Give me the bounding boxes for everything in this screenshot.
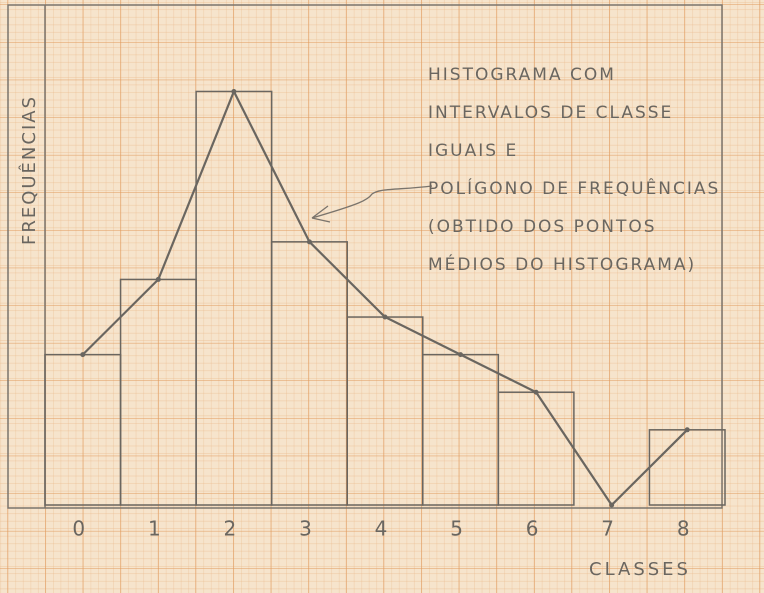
annotation-line: (OBTIDO DOS PONTOS <box>428 217 657 237</box>
polygon-vertex <box>684 427 690 433</box>
arrow <box>311 185 433 223</box>
x-axis-label: CLASSES <box>589 559 691 580</box>
polygon-vertex <box>155 276 161 282</box>
x-tick-label: 6 <box>526 517 539 541</box>
polygon-vertex <box>533 389 539 395</box>
x-tick-label: 0 <box>72 517 85 541</box>
annotation-line: IGUAIS E <box>428 141 518 161</box>
polygon-vertex <box>609 502 615 508</box>
polygon-vertex <box>382 314 388 320</box>
polygon-vertex <box>231 88 237 94</box>
x-tick-label: 3 <box>299 517 312 541</box>
x-tick-label: 1 <box>148 517 161 541</box>
annotation-line: MÉDIOS DO HISTOGRAMA) <box>428 253 696 275</box>
annotation-line: POLÍGONO DE FREQUÊNCIAS <box>428 177 720 199</box>
annotation-line: HISTOGRAMA COM <box>428 65 616 85</box>
x-tick-label: 2 <box>224 517 237 541</box>
x-tick-label: 5 <box>450 517 463 541</box>
polygon-vertex <box>80 352 86 358</box>
polygon-vertex <box>306 239 312 245</box>
polygon-vertex <box>458 352 464 358</box>
frame <box>7 4 723 509</box>
x-tick-label: 8 <box>677 517 690 541</box>
y-axis-label: FREQUÊNCIAS <box>18 95 40 245</box>
annotation-line: INTERVALOS DE CLASSE <box>428 103 673 123</box>
x-tick-label: 4 <box>375 517 388 541</box>
x-tick-label: 7 <box>601 517 614 541</box>
